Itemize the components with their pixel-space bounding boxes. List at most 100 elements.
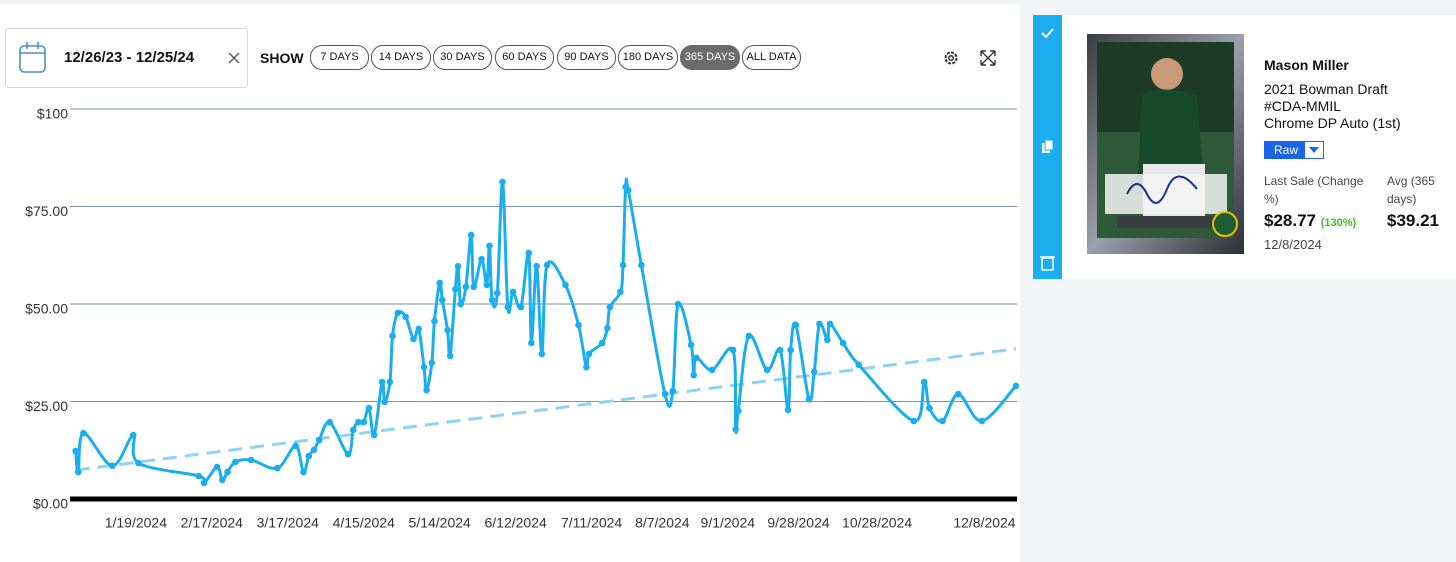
price-point [533, 262, 540, 270]
price-point [444, 326, 451, 334]
price-point [247, 456, 255, 464]
clear-icon[interactable] [228, 52, 240, 64]
price-point [824, 336, 831, 344]
range-button[interactable]: 7 DAYS [310, 45, 369, 70]
x-tick-label: 1/19/2024 [105, 515, 167, 531]
trend-line [75, 347, 1017, 472]
chart: $0.00 $25.00 $50.00 $75.00 $100 1/19/2024 2/17… [25, 106, 1020, 531]
price-point [108, 462, 116, 470]
price-point [457, 300, 464, 308]
price-point [784, 406, 792, 414]
price-point [74, 468, 82, 476]
price-point [708, 366, 716, 374]
grade-text: Raw [1274, 143, 1299, 157]
card-image [1087, 34, 1244, 254]
price-point [826, 320, 834, 328]
price-point [810, 368, 818, 376]
price-point [855, 361, 863, 369]
price-point [787, 346, 794, 354]
range-button[interactable]: 60 DAYS [495, 45, 554, 70]
dropdown-arrow [1309, 147, 1319, 153]
price-point [370, 431, 378, 439]
delete-icon[interactable] [1040, 256, 1055, 271]
price-point [431, 317, 438, 325]
chart-panel: $0.00 $25.00 $50.00 $75.00 $100 1/19/2024 2/17… [0, 4, 1020, 562]
range-button[interactable]: 180 DAYS [618, 45, 678, 70]
price-point [446, 352, 454, 360]
description-line: 2021 Bowman Draft [1264, 81, 1388, 97]
price-point [624, 186, 632, 194]
action-bar [1033, 15, 1062, 279]
price-point [1012, 382, 1020, 390]
price-point [745, 332, 753, 340]
price-point [687, 341, 695, 349]
range-button[interactable]: 14 DAYS [371, 45, 431, 70]
price-point [619, 261, 627, 269]
price-point [420, 363, 428, 371]
price-point [200, 479, 208, 487]
grade-select[interactable]: Raw [1264, 141, 1324, 159]
check-icon[interactable] [1041, 28, 1054, 39]
price-point [732, 425, 739, 433]
x-tick-label: 9/28/2024 [767, 515, 829, 531]
price-point [583, 363, 590, 371]
range-button[interactable]: 90 DAYS [557, 45, 616, 70]
price-point [816, 320, 823, 328]
description-line: #CDA-MMIL [1264, 98, 1342, 114]
y-tick-label: $50.00 [25, 301, 68, 317]
price-point [792, 321, 800, 329]
price-point [693, 354, 700, 362]
price-point [326, 418, 333, 426]
price-point [528, 339, 535, 347]
copy-icon[interactable] [1042, 139, 1054, 153]
y-tick-label: $0.00 [33, 496, 68, 512]
range-button[interactable]: 30 DAYS [433, 45, 492, 70]
last-sale-date: 12/8/2024 [1264, 237, 1322, 252]
settings-icon[interactable] [942, 49, 960, 67]
price-point [585, 350, 593, 358]
range-button[interactable]: 365 DAYS [680, 45, 740, 70]
last-sale-value: $28.77 (130%) [1264, 211, 1356, 231]
price-point [509, 288, 517, 296]
price-point [669, 387, 677, 395]
price-point [517, 303, 525, 311]
price-point [389, 332, 396, 340]
price-point [423, 386, 430, 394]
expand-icon[interactable] [980, 50, 996, 66]
last-sale-price: $28.77 [1264, 211, 1316, 230]
price-point [355, 418, 362, 426]
price-point [439, 296, 446, 304]
x-tick-label: 6/12/2024 [484, 515, 546, 531]
x-tick-label: 7/11/2024 [561, 515, 622, 531]
price-point [488, 296, 496, 304]
show-label: SHOW [260, 50, 304, 66]
price-point [525, 249, 533, 257]
price-point [135, 459, 142, 467]
price-point [494, 289, 501, 297]
price-point [562, 281, 569, 289]
date-range-picker[interactable]: 12/26/23 - 12/25/24 [5, 28, 248, 88]
price-point [467, 231, 475, 239]
price-point [394, 309, 402, 317]
range-button[interactable]: ALL DATA [742, 45, 801, 70]
price-point [604, 324, 611, 332]
price-point [598, 339, 606, 347]
price-point [504, 303, 512, 311]
price-point [617, 288, 624, 296]
price-point [462, 283, 470, 291]
price-point [315, 436, 323, 444]
price-point [344, 450, 352, 458]
price-point [734, 407, 742, 415]
price-point [415, 325, 423, 333]
x-tick-label: 4/15/2024 [333, 515, 395, 531]
change-percent: (130%) [1320, 217, 1357, 229]
x-tick-label: 9/1/2024 [701, 515, 756, 531]
price-point [365, 404, 373, 412]
price-point [729, 346, 737, 354]
description-line: Chrome DP Auto (1st) [1264, 115, 1401, 131]
price-point [454, 262, 462, 270]
price-point [575, 321, 582, 329]
action-icons [1040, 28, 1055, 271]
price-point [378, 378, 386, 386]
